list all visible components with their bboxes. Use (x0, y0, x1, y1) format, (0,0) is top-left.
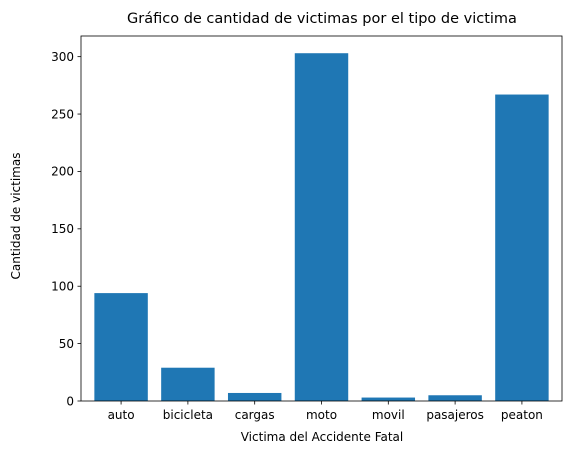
y-tick-label-200: 200 (51, 165, 74, 179)
x-tick-label-bicicleta: bicicleta (163, 408, 213, 422)
x-tick-label-peaton: peaton (501, 408, 543, 422)
x-tick-label-pasajeros: pasajeros (426, 408, 484, 422)
bar-movil (361, 397, 416, 401)
y-tick-label-150: 150 (51, 222, 74, 236)
chart-title: Gráfico de cantidad de victimas por el t… (127, 11, 517, 27)
x-axis-label: Victima del Accidente Fatal (241, 430, 404, 444)
y-tick-label-100: 100 (51, 280, 74, 294)
bars-layer (94, 53, 549, 402)
x-tick-label-cargas: cargas (235, 408, 275, 422)
bar-cargas (227, 392, 282, 401)
bar-auto (94, 293, 148, 401)
y-tick-label-0: 0 (66, 394, 74, 408)
bar-peaton (495, 94, 549, 402)
x-tick-label-movil: movil (372, 408, 405, 422)
bar-moto (294, 53, 349, 401)
x-tick-label-auto: auto (108, 408, 135, 422)
bar-bicicleta (161, 367, 215, 401)
bar-pasajeros (428, 395, 482, 401)
y-tick-label-300: 300 (51, 50, 74, 64)
y-tick-label-250: 250 (51, 107, 74, 121)
axes-layer: auto bicicleta cargas moto movil pasajeros pea… (51, 35, 563, 422)
y-axis-label: Cantidad de victimas (9, 153, 23, 280)
y-tick-label-50: 50 (59, 337, 74, 351)
x-tick-label-moto: moto (306, 408, 337, 422)
